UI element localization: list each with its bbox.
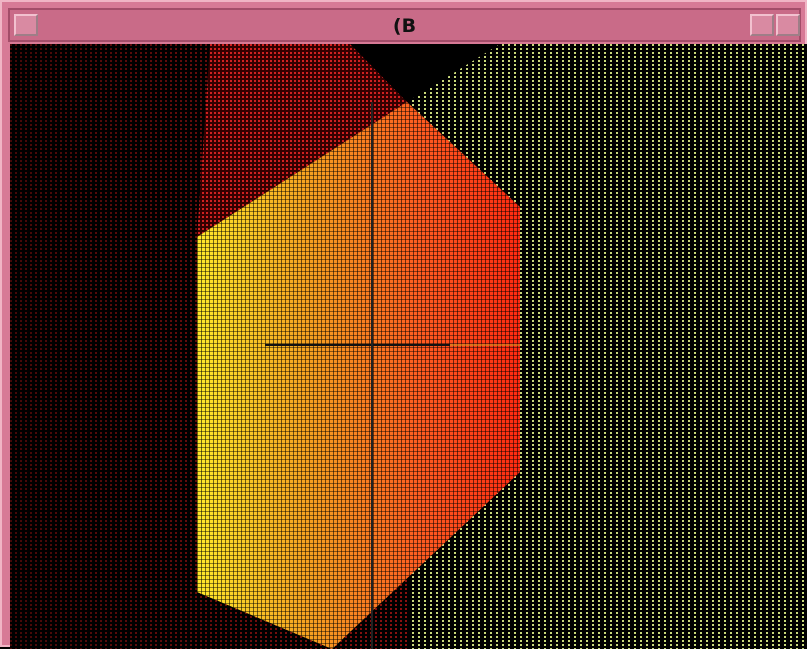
window-title: (B <box>10 15 799 37</box>
window: (B <box>0 0 807 647</box>
render-area <box>10 44 807 649</box>
title-bar: (B <box>8 8 801 42</box>
minimize-button[interactable] <box>750 14 774 36</box>
maximize-button[interactable] <box>776 14 800 36</box>
